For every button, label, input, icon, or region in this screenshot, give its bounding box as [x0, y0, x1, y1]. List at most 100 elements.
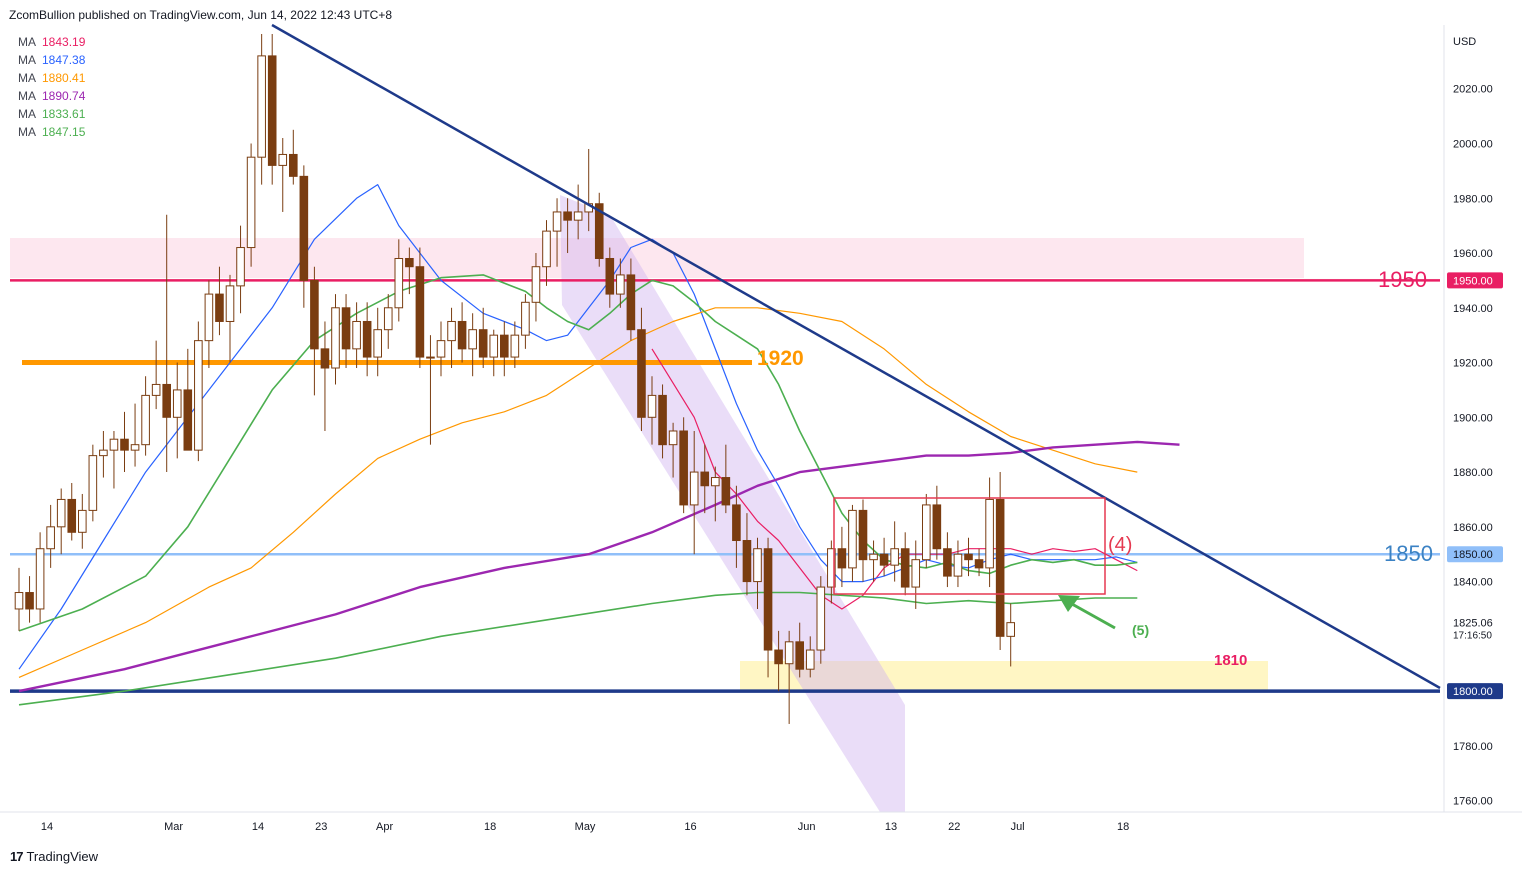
candle-up: [890, 548, 899, 566]
time-tick-label: 18: [484, 821, 496, 833]
candle-up: [616, 274, 625, 295]
price-badge-timer: 17:16:50: [1453, 630, 1492, 641]
ma-legend-label: MA: [18, 89, 36, 103]
candle-down: [500, 334, 509, 358]
price-badge-bg: [1447, 546, 1503, 563]
candle-down: [67, 498, 77, 533]
level-1950-label: 1950: [1378, 267, 1427, 292]
price-axis[interactable]: USD 2020.00 2000.00 1980.00 1960.00 1940.00 1…: [1443, 25, 1493, 812]
price-tick-label: 2020.00: [1453, 84, 1493, 96]
candle-up: [869, 553, 878, 561]
candle-up: [426, 356, 435, 359]
candle-down: [626, 274, 636, 331]
candle-up: [552, 211, 562, 232]
candle-down: [932, 504, 942, 550]
price-tick-label: 1960.00: [1453, 248, 1493, 260]
time-tick-label: 16: [684, 821, 696, 833]
level-1850-label: 1850: [1384, 541, 1433, 566]
candle-down: [964, 553, 973, 561]
candle-up: [46, 526, 55, 550]
candle-down: [974, 559, 984, 569]
candle-down: [837, 548, 847, 569]
ma-legend-row: MA 1843.19: [18, 33, 85, 51]
price-badge-bg: [1447, 683, 1503, 700]
time-tick-label: Jul: [1011, 821, 1025, 833]
candle-up: [99, 449, 108, 457]
price-badge-bg: [1447, 614, 1503, 641]
candle-down: [25, 592, 34, 610]
ma-legend-row: MA 1833.61: [18, 105, 85, 123]
candle-down: [742, 540, 752, 583]
price-tick-label: 1760.00: [1453, 796, 1493, 808]
ma-legend-row: MA 1890.74: [18, 87, 85, 105]
level-1920-label: 1920: [757, 347, 804, 370]
candle-down: [879, 553, 889, 566]
candle-down: [215, 293, 224, 322]
candle-up: [911, 559, 921, 588]
candle-up: [827, 548, 836, 588]
chart-zones: [10, 195, 1304, 812]
tradingview-footer[interactable]: 17 TradingView: [10, 849, 98, 864]
candle-up: [985, 498, 994, 569]
candle-up: [151, 383, 161, 396]
projection-arrow-shaft: [1071, 602, 1116, 630]
price-tick-label: 1980.00: [1453, 193, 1493, 205]
ma-legend-label: MA: [18, 53, 36, 67]
time-tick-label: 14: [41, 821, 53, 833]
candle-up: [78, 509, 87, 533]
ma-legend-value: 1847.15: [42, 125, 86, 139]
publisher-header: ZcomBullion published on TradingView.com…: [9, 8, 393, 22]
time-tick-label: 13: [885, 821, 897, 833]
ma-legend-label: MA: [18, 35, 36, 49]
ma-legend-row: MA 1880.41: [18, 69, 85, 87]
ma-legend-value: 1843.19: [42, 35, 86, 49]
time-tick-label: 23: [315, 821, 327, 833]
candle-up: [352, 320, 361, 350]
candle-up: [141, 394, 150, 446]
candle-up: [225, 285, 235, 322]
candle-up: [172, 389, 182, 418]
candle-down: [995, 498, 1005, 637]
candle-down: [700, 471, 710, 487]
level-1810-label: 1810: [1214, 652, 1247, 669]
candle-down: [637, 329, 646, 418]
candle-down: [405, 257, 414, 268]
candle-down: [120, 438, 129, 451]
candle-down: [900, 548, 910, 588]
price-tick-label: 1880.00: [1453, 467, 1493, 479]
ma-legend-value: 1880.41: [42, 71, 86, 85]
candle-up: [668, 430, 678, 446]
candle-up: [848, 509, 857, 569]
price-badge-label: 1850.00: [1453, 549, 1493, 561]
ma-legend-label: MA: [18, 71, 36, 85]
price-badge-bg: [1447, 272, 1503, 289]
candle-down: [721, 477, 731, 506]
candle-up: [953, 553, 963, 577]
consolidation-box: [833, 497, 1106, 595]
wave-5-label: (5): [1132, 622, 1149, 638]
descending-channel: [560, 195, 905, 812]
candle-down: [362, 320, 372, 358]
candle-up: [88, 455, 98, 511]
candle-up: [647, 394, 657, 418]
candle-down: [943, 548, 952, 577]
candle-up: [373, 329, 382, 358]
annotations: 1920 1950 1850 (4) (5) 1810: [757, 267, 1433, 669]
time-tick-label: Apr: [376, 821, 393, 833]
time-axis[interactable]: 14 Mar 14 23 Apr 18 May 16 Jun 13 22 Jul 18: [0, 811, 1522, 833]
candle-up: [331, 307, 340, 369]
candle-down: [594, 203, 604, 259]
candle-up: [35, 548, 45, 610]
candle-up: [784, 641, 794, 665]
candle-up: [521, 301, 530, 336]
candle-up: [489, 334, 499, 358]
time-tick-label: May: [575, 821, 596, 833]
candle-up: [711, 477, 720, 487]
candle-down: [299, 175, 309, 281]
ma-legend-row: MA 1847.38: [18, 51, 85, 69]
candle-up: [816, 586, 826, 651]
time-tick-label: Mar: [164, 821, 183, 833]
candle-down: [415, 266, 425, 358]
chart-drawings: [271, 23, 1441, 690]
